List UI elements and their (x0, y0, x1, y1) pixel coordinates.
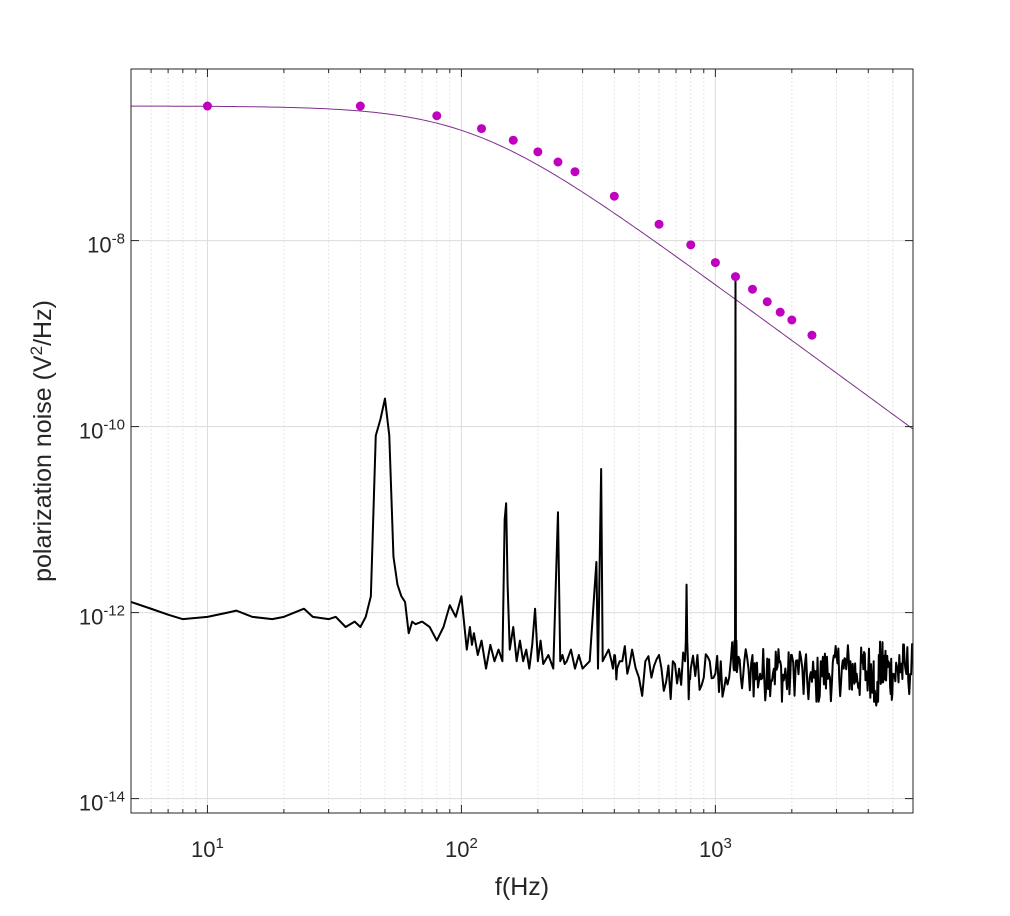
noise-spectrum-line (131, 276, 913, 707)
data-point-marker (686, 240, 696, 250)
data-point-marker (807, 330, 817, 340)
grid (131, 69, 913, 813)
data-point-marker (533, 147, 543, 157)
tick-labels: 101 102 103 10-14 10-12 10-10 10-8 (79, 231, 732, 862)
series-layer (131, 101, 913, 707)
x-tick-label: 103 (699, 835, 732, 862)
data-point-marker (710, 258, 720, 268)
data-point-marker (508, 135, 518, 145)
y-axis-label: polarization noise (V2/Hz) (27, 300, 57, 582)
data-point-marker (477, 124, 487, 134)
x-tick-label: 102 (445, 835, 478, 862)
data-point-marker (202, 101, 212, 111)
plot-area (131, 69, 913, 813)
y-tick-label: 10-8 (87, 231, 125, 258)
x-axis-label: f(Hz) (495, 873, 549, 901)
y-tick-label: 10-10 (79, 417, 125, 444)
y-tick-label: 10-14 (79, 789, 125, 816)
data-point-marker (730, 272, 740, 282)
data-point-marker (570, 167, 580, 177)
x-tick-label: 101 (191, 835, 224, 862)
data-point-marker (432, 111, 442, 121)
plot-frame (130, 68, 914, 814)
data-point-marker (654, 219, 664, 229)
data-point-marker (355, 101, 365, 111)
data-point-marker (609, 191, 619, 201)
data-point-marker (747, 284, 757, 294)
data-point-marker (787, 315, 797, 325)
y-tick-label: 10-12 (79, 603, 125, 630)
data-point-marker (775, 307, 785, 317)
fit-line (131, 105, 913, 430)
data-point-marker (553, 157, 563, 167)
ticks (131, 69, 913, 813)
data-point-marker (762, 297, 772, 307)
